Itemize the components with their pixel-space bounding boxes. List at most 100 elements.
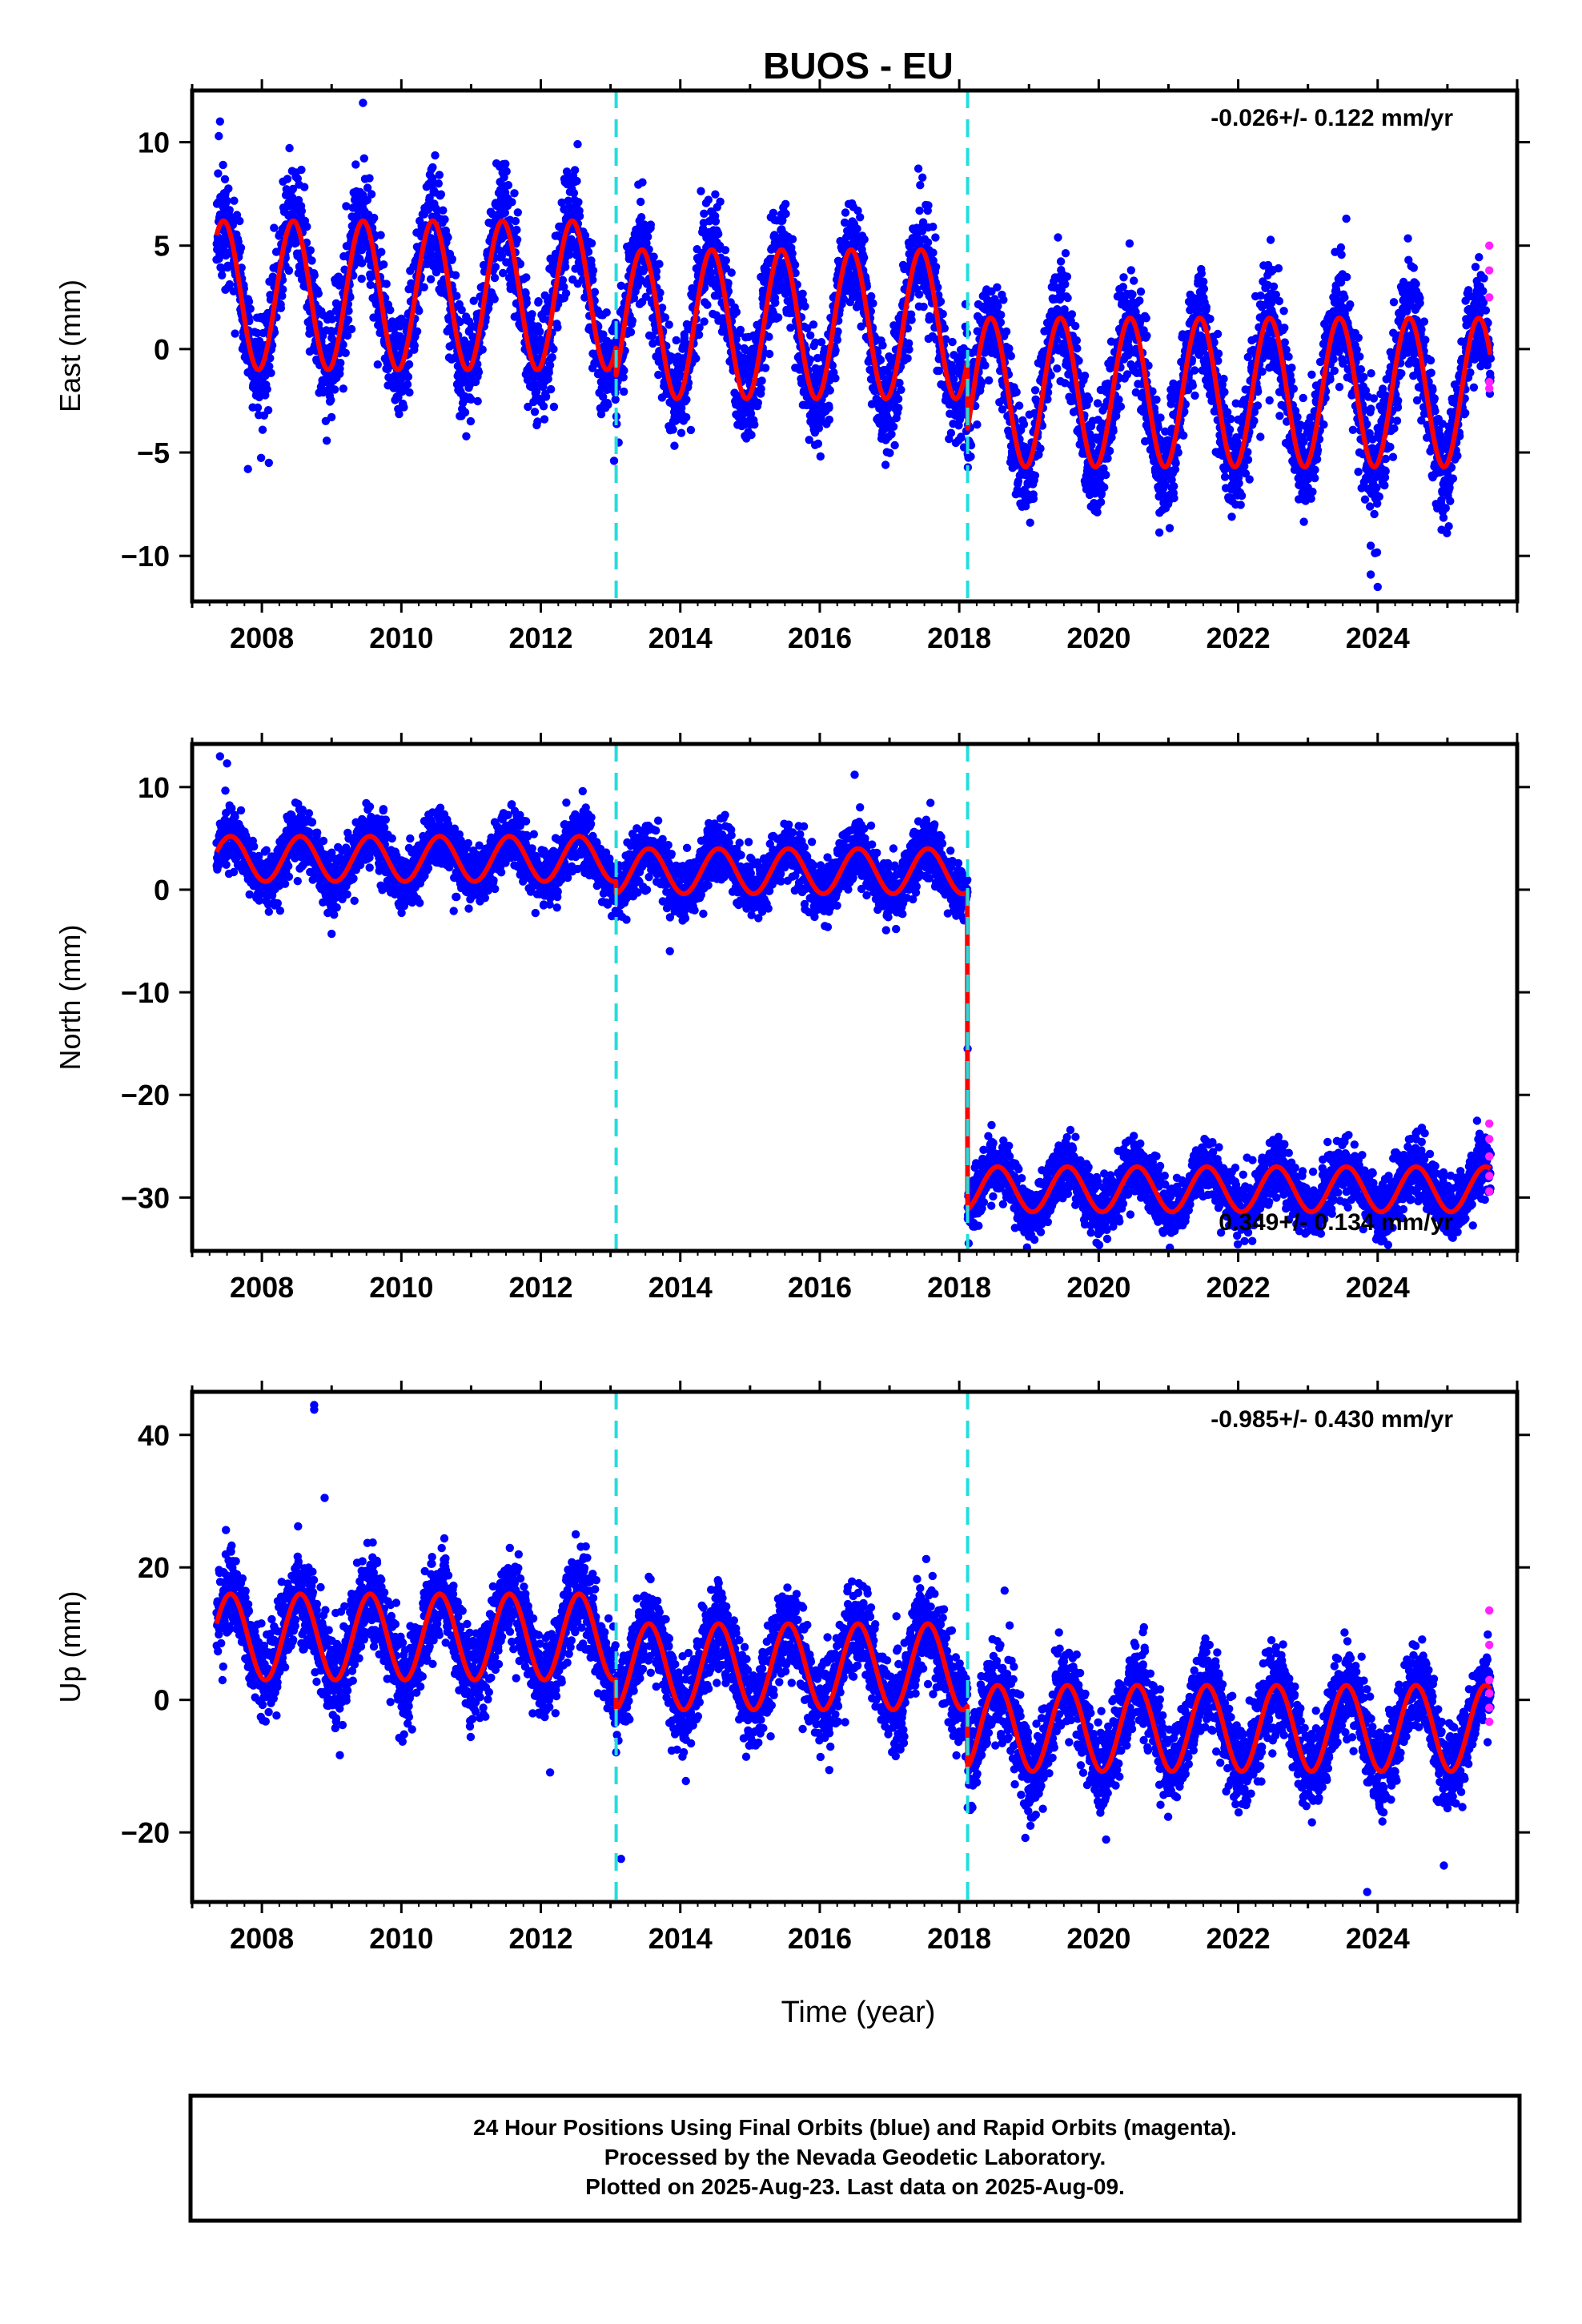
east-panel: 2008 2010 2012 2014 2016 2018 2020 2022 2024−10−… [54, 79, 1530, 654]
position-point [682, 412, 691, 422]
position-point [957, 433, 966, 442]
position-point [330, 385, 339, 394]
position-point [1029, 494, 1038, 503]
position-point [856, 213, 865, 222]
position-point [978, 378, 986, 387]
position-point [788, 235, 797, 243]
position-point [1126, 266, 1136, 275]
position-point [806, 331, 815, 340]
position-point [322, 436, 331, 445]
position-point [511, 216, 520, 226]
position-point [825, 386, 834, 395]
position-point [263, 406, 273, 415]
position-point [825, 404, 833, 412]
position-point [522, 273, 531, 282]
position-point [736, 325, 745, 335]
position-point [500, 208, 509, 217]
position-point [307, 256, 316, 265]
position-point [370, 213, 379, 223]
position-point [473, 396, 482, 406]
position-point [1030, 471, 1040, 480]
position-point [1096, 497, 1106, 507]
position-point [235, 216, 244, 226]
position-point [366, 273, 375, 282]
position-point [711, 190, 720, 199]
position-point [230, 196, 239, 205]
position-point [490, 295, 499, 304]
position-point [1154, 528, 1164, 537]
position-point [1036, 444, 1045, 453]
position-point [548, 353, 556, 362]
final-orbit-points [212, 131, 1496, 557]
position-point [1100, 483, 1109, 492]
position-point [359, 154, 368, 163]
position-point [913, 164, 923, 173]
position-point [244, 297, 254, 306]
position-point [415, 307, 424, 316]
position-point [757, 376, 766, 385]
position-point [1080, 372, 1090, 380]
position-point [638, 178, 647, 187]
position-point [502, 167, 511, 176]
position-point [703, 300, 712, 309]
position-point [1026, 518, 1034, 527]
position-point [1128, 290, 1137, 299]
position-point [1199, 277, 1208, 286]
position-point [878, 341, 887, 350]
position-point [214, 169, 223, 178]
position-point [285, 143, 294, 153]
position-point [895, 379, 904, 388]
position-point [219, 160, 227, 170]
position-point [1067, 310, 1077, 319]
position-point [1054, 233, 1062, 242]
position-point [1105, 446, 1114, 456]
position-point [655, 259, 664, 268]
position-point [491, 263, 500, 271]
position-point [1156, 413, 1165, 422]
position-point [405, 388, 414, 397]
position-point [327, 412, 336, 422]
position-point [1114, 395, 1123, 404]
position-point [435, 171, 444, 179]
position-point [716, 197, 725, 206]
position-point [386, 306, 395, 315]
position-point [266, 354, 275, 363]
position-point [611, 395, 620, 404]
position-point [881, 460, 890, 469]
position-point [869, 299, 877, 308]
position-point [448, 255, 456, 263]
position-point [363, 195, 372, 204]
position-point [440, 215, 449, 224]
position-point [948, 337, 957, 347]
position-point [1062, 272, 1072, 281]
position-point [993, 283, 1002, 292]
position-point [1030, 386, 1040, 395]
position-point [407, 279, 416, 287]
position-point [867, 292, 876, 301]
position-point [587, 239, 596, 247]
position-point [267, 368, 275, 377]
position-point [1073, 344, 1082, 353]
position-point [1142, 314, 1150, 323]
position-point [412, 327, 422, 336]
position-point [604, 400, 612, 409]
position-point [620, 387, 628, 396]
position-point [426, 275, 436, 283]
position-point [288, 184, 298, 194]
position-point [377, 247, 386, 256]
position-point [885, 448, 894, 457]
position-point [300, 183, 309, 191]
position-point [544, 368, 553, 377]
position-point [512, 225, 521, 235]
position-point [373, 360, 382, 369]
position-point [363, 183, 372, 192]
position-point [765, 349, 774, 359]
position-point [339, 384, 347, 393]
position-point [781, 209, 790, 219]
position-point [297, 207, 306, 215]
position-point [916, 181, 925, 190]
position-point [1053, 364, 1062, 373]
position-point [841, 208, 850, 217]
position-point [646, 220, 655, 229]
position-point [270, 223, 279, 232]
